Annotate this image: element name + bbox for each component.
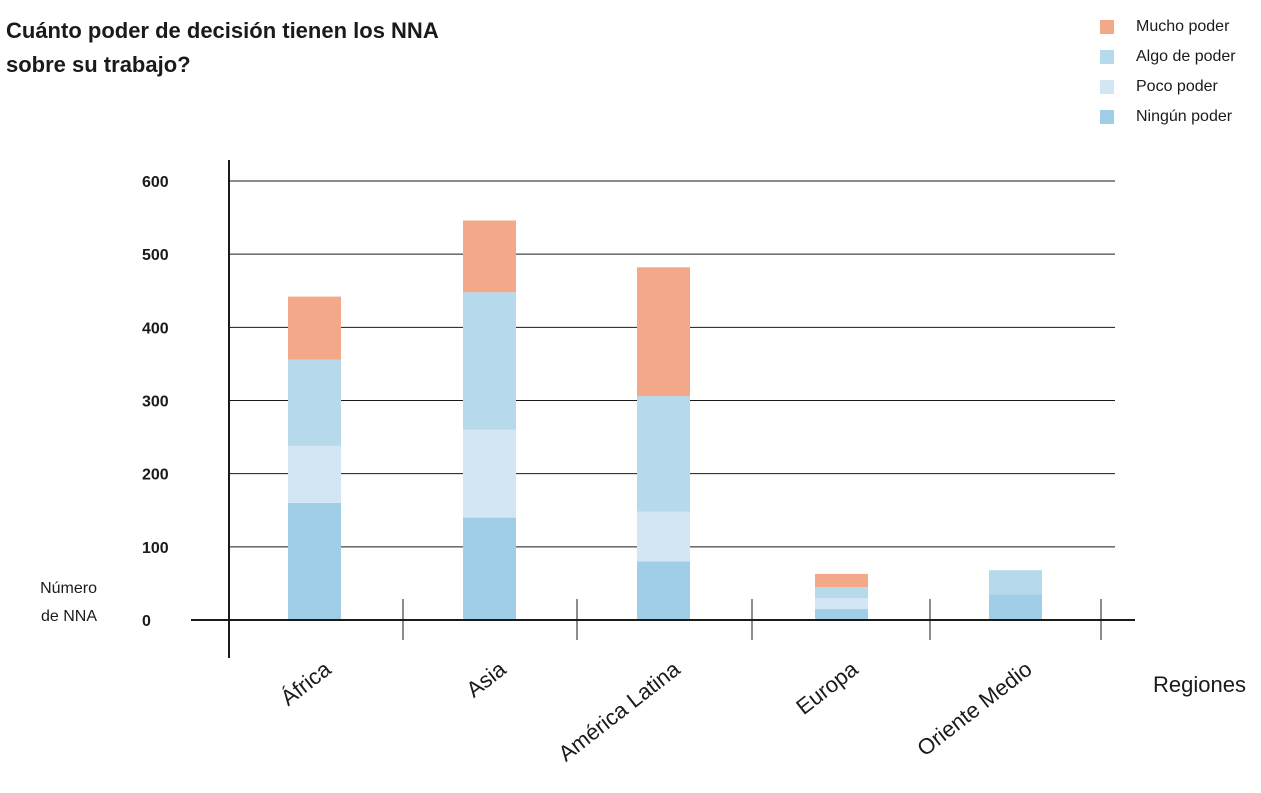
- x-label-oriente-medio: Oriente Medio: [912, 656, 1036, 761]
- y-tick-label-0: 0: [142, 613, 151, 630]
- x-label-africa: África: [276, 656, 336, 711]
- y-tick-label-400: 400: [142, 320, 169, 337]
- bar-asia-ningun-poder: [463, 517, 516, 620]
- legend-label-mucho-poder: Mucho poder: [1136, 18, 1230, 35]
- x-label-europa: Europa: [791, 656, 863, 720]
- chart-title-line-2: sobre su trabajo?: [6, 52, 191, 77]
- chart-title: Cuánto poder de decisión tienen los NNA …: [6, 14, 606, 82]
- legend-swatch-mucho-poder: [1100, 20, 1114, 34]
- legend-item-mucho-poder: Mucho poder: [1100, 12, 1236, 42]
- y-tick-label-300: 300: [142, 394, 169, 411]
- legend-label-poco-poder: Poco poder: [1136, 78, 1218, 95]
- bar-africa-ningun-poder: [288, 502, 341, 620]
- y-tick-label-200: 200: [142, 467, 169, 484]
- bar-africa-algo-de-poder: [288, 359, 341, 446]
- legend-item-algo-de-poder: Algo de poder: [1100, 42, 1236, 72]
- legend-swatch-poco-poder: [1100, 80, 1114, 94]
- x-axis-title: Regiones: [1153, 672, 1246, 697]
- bar-america-latina-ningun-poder: [637, 561, 690, 620]
- chart-title-line-1: Cuánto poder de decisión tienen los NNA: [6, 18, 439, 43]
- y-axis-title-line-1: Número: [40, 580, 97, 597]
- bar-america-latina-mucho-poder: [637, 267, 690, 397]
- legend-label-ningun-poder: Ningún poder: [1136, 108, 1233, 125]
- bar-africa-poco-poder: [288, 445, 341, 503]
- bar-asia-mucho-poder: [463, 220, 516, 293]
- legend-item-ningun-poder: Ningún poder: [1100, 102, 1236, 132]
- y-tick-label-600: 600: [142, 174, 169, 191]
- bar-europa-algo-de-poder: [815, 587, 868, 599]
- axes: [191, 160, 1135, 658]
- bars: [288, 220, 1042, 620]
- legend: Mucho poder Algo de poder Poco poder Nin…: [1100, 12, 1236, 132]
- legend-swatch-ningun-poder: [1100, 110, 1114, 124]
- bar-oriente-medio-ningun-poder: [989, 594, 1042, 620]
- bar-europa-poco-poder: [815, 598, 868, 610]
- bar-europa-ningun-poder: [815, 609, 868, 620]
- bar-africa-mucho-poder: [288, 296, 341, 360]
- y-tick-label-500: 500: [142, 247, 169, 264]
- bar-asia-algo-de-poder: [463, 292, 516, 430]
- bar-america-latina-algo-de-poder: [637, 396, 690, 512]
- legend-swatch-algo-de-poder: [1100, 50, 1114, 64]
- x-label-america-latina: América Latina: [554, 656, 686, 767]
- y-axis-title-line-2: de NNA: [41, 608, 97, 625]
- y-tick-label-100: 100: [142, 540, 169, 557]
- bar-asia-poco-poder: [463, 429, 516, 518]
- bar-europa-mucho-poder: [815, 573, 868, 588]
- bar-america-latina-poco-poder: [637, 511, 690, 562]
- y-tick-labels: 0 100 200 300 400 500 600: [142, 174, 169, 630]
- legend-item-poco-poder: Poco poder: [1100, 72, 1236, 102]
- x-category-labels: África Asia América Latina Europa Oriente Me…: [276, 656, 1037, 767]
- legend-label-algo-de-poder: Algo de poder: [1136, 48, 1236, 65]
- bar-oriente-medio-algo-de-poder: [989, 570, 1042, 595]
- x-label-asia: Asia: [461, 656, 511, 703]
